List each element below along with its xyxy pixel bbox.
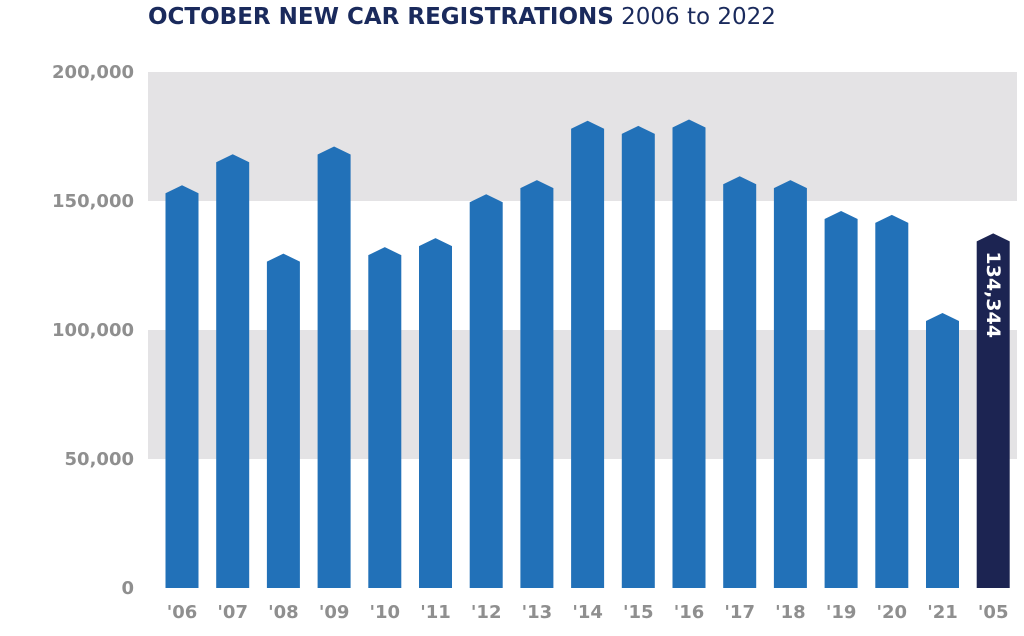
bar: [216, 154, 250, 589]
chart-title-main: OCTOBER NEW CAR REGISTRATIONS: [148, 4, 614, 30]
bar: [165, 185, 199, 588]
chart-title-range: 2006 to 2022: [621, 4, 776, 30]
x-tick-label: '12: [471, 602, 502, 623]
x-tick-label: '18: [775, 602, 806, 623]
x-tick-label: '17: [724, 602, 755, 623]
x-tick-label: '10: [370, 602, 401, 623]
y-tick-label: 200,000: [52, 62, 134, 83]
y-tick-label: 50,000: [65, 449, 134, 470]
bar: [926, 312, 959, 588]
data-label: 134,344: [982, 251, 1004, 338]
x-tick-label: '14: [572, 602, 603, 623]
x-tick-label: '07: [217, 602, 248, 623]
y-tick-label: 150,000: [52, 191, 134, 212]
bar: [368, 247, 402, 588]
x-tick-label: '05: [978, 602, 1009, 623]
x-tick-label: '16: [674, 602, 705, 623]
x-tick-label: '06: [167, 602, 198, 623]
bar: [469, 194, 503, 589]
y-tick-label: 0: [121, 578, 134, 599]
bar: [621, 125, 655, 589]
bar: [571, 120, 605, 588]
bar: [317, 146, 351, 588]
x-tick-label: '13: [522, 602, 553, 623]
y-tick-label: 100,000: [52, 320, 134, 341]
x-tick-label: '19: [826, 602, 857, 623]
bar: [875, 214, 909, 588]
bar: [723, 176, 757, 589]
x-tick-label: '15: [623, 602, 654, 623]
x-tick-label: '08: [268, 602, 299, 623]
bar: [266, 253, 300, 588]
bar: [672, 119, 706, 588]
bar: [520, 180, 554, 588]
x-tick-label: '20: [877, 602, 908, 623]
x-tick-label: '21: [927, 602, 958, 623]
bar: [419, 238, 452, 588]
bar: [773, 180, 807, 588]
highlighted-bar: [976, 233, 1010, 588]
x-tick-label: '11: [420, 602, 451, 623]
x-tick-label: '09: [319, 602, 350, 623]
chart-title: OCTOBER NEW CAR REGISTRATIONS 2006 to 20…: [148, 4, 776, 30]
bar: [824, 211, 858, 588]
